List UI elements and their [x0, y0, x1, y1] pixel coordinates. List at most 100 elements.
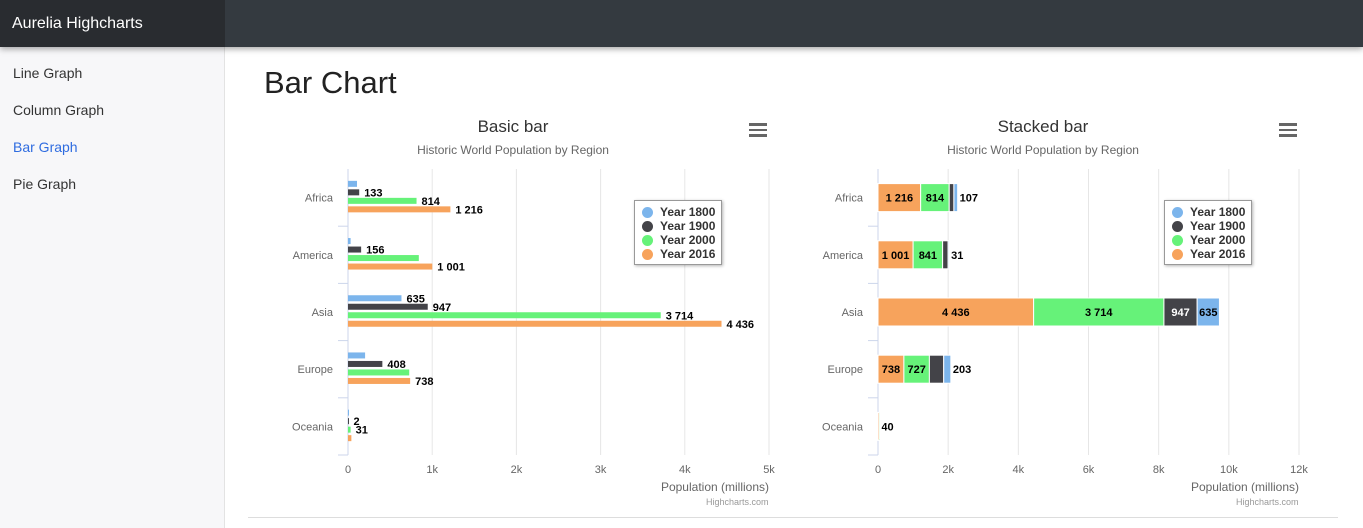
- stacked-bar-chart: Stacked bar Historic World Population by…: [778, 111, 1308, 511]
- x-tick-label: 10k: [1220, 464, 1238, 476]
- data-label: 738: [415, 376, 433, 388]
- main-content: Bar Chart Basic bar Historic World Popul…: [226, 47, 1363, 528]
- basic-bar-chart: Basic bar Historic World Population by R…: [248, 111, 778, 511]
- sidebar-item-line-graph[interactable]: Line Graph: [13, 65, 83, 81]
- legend-item-1900[interactable]: Year 1900: [642, 219, 715, 233]
- data-label: 1 216: [886, 193, 914, 205]
- bar: [348, 312, 661, 319]
- data-label: 947: [433, 302, 451, 314]
- bar: [348, 189, 360, 196]
- bar: [348, 409, 349, 416]
- x-tick-label: 3k: [595, 464, 607, 476]
- legend-dot: [1172, 248, 1183, 260]
- legend-item-2000[interactable]: Year 2000: [1172, 233, 1245, 247]
- bar-segment: [1196, 297, 1220, 327]
- bar: [348, 352, 366, 359]
- x-tick-label: 0: [875, 464, 881, 476]
- bar: [348, 197, 417, 204]
- legend-item-1900[interactable]: Year 1900: [1172, 219, 1245, 233]
- data-label: 635: [1199, 307, 1217, 319]
- bar-segment: [877, 354, 905, 384]
- bar-segment: [943, 354, 952, 384]
- legend-item-2000[interactable]: Year 2000: [642, 233, 715, 247]
- chart-menu-button[interactable]: [1279, 123, 1297, 137]
- data-label: 1 001: [882, 250, 910, 262]
- data-label: 727: [907, 364, 925, 376]
- divider: [248, 517, 1338, 518]
- legend-item-1800[interactable]: Year 1800: [642, 205, 715, 219]
- chart-credits[interactable]: Highcharts.com: [706, 497, 769, 507]
- sidebar-item-column-graph[interactable]: Column Graph: [13, 102, 105, 118]
- chart-credits[interactable]: Highcharts.com: [1236, 497, 1299, 507]
- bar: [348, 418, 349, 425]
- bar-segment: [947, 240, 950, 270]
- data-label: 947: [1171, 307, 1189, 319]
- chart-legend: Year 1800 Year 1900 Year 2000 Year 2016: [1164, 200, 1253, 265]
- data-label: 738: [882, 364, 900, 376]
- bar: [348, 238, 351, 245]
- data-label: 107: [960, 193, 978, 205]
- data-label: 635: [406, 293, 424, 305]
- bar: [348, 246, 362, 253]
- hamburger-icon: [1279, 123, 1297, 126]
- legend-item-1800[interactable]: Year 1800: [1172, 205, 1245, 219]
- bar-segment: [1163, 297, 1198, 327]
- bar-segment: [877, 297, 1035, 327]
- x-tick-label: 8k: [1153, 464, 1165, 476]
- data-label: 203: [953, 364, 971, 376]
- category-label: Oceania: [292, 421, 334, 433]
- bar: [348, 295, 402, 302]
- bar-segment: [877, 240, 914, 270]
- x-tick-label: 12k: [1290, 464, 1308, 476]
- x-tick-label: 6k: [1083, 464, 1095, 476]
- legend-dot: [642, 220, 653, 232]
- data-label: 1 001: [437, 262, 465, 274]
- category-label: Asia: [312, 307, 334, 319]
- chart-title: Basic bar: [477, 117, 549, 136]
- category-label: Africa: [305, 193, 334, 205]
- category-label: America: [293, 250, 334, 262]
- data-label: 4 436: [727, 319, 755, 331]
- category-label: America: [823, 250, 864, 262]
- bar-segment: [928, 354, 945, 384]
- data-label: 408: [387, 359, 405, 371]
- legend-item-2016[interactable]: Year 2016: [1172, 247, 1245, 261]
- page-title: Bar Chart: [264, 65, 397, 100]
- legend-dot: [1172, 220, 1183, 232]
- bar-segment: [948, 183, 955, 213]
- sidebar-item-pie-graph[interactable]: Pie Graph: [13, 176, 77, 192]
- bar: [348, 426, 351, 433]
- data-label: 31: [951, 250, 963, 262]
- stacked-bar-plot: 0 2k 4k 6k 8k 10k 12k Africa 1 216 814 107 America 1…: [822, 169, 1308, 494]
- data-label: 133: [364, 187, 382, 199]
- bar-segment: [903, 354, 930, 384]
- chart-menu-button[interactable]: [749, 123, 767, 137]
- bar: [348, 320, 722, 327]
- bar-segment: [953, 183, 959, 213]
- sidebar-item-bar-graph[interactable]: Bar Graph: [13, 139, 78, 155]
- bar: [348, 263, 433, 270]
- data-label: 814: [926, 193, 945, 205]
- bar: [348, 180, 358, 187]
- category-label: Europe: [298, 364, 333, 376]
- category-label: Europe: [828, 364, 863, 376]
- data-label: 156: [366, 245, 384, 257]
- bar: [348, 435, 352, 442]
- bar-segment: [1033, 297, 1165, 327]
- legend-item-2016[interactable]: Year 2016: [642, 247, 715, 261]
- basic-bar-plot: 0 1k 2k 3k 4k 5k Africa 133 814 1 216 America 156 1 …: [292, 169, 775, 494]
- y-axis-title: Population (millions): [1191, 480, 1299, 494]
- bar-segment: [880, 411, 882, 441]
- x-tick-label: 2k: [942, 464, 954, 476]
- data-label: 31: [356, 425, 368, 437]
- x-tick-label: 1k: [426, 464, 438, 476]
- bar: [348, 206, 451, 213]
- data-label: 40: [881, 421, 893, 433]
- category-label: Oceania: [822, 421, 864, 433]
- legend-dot: [642, 234, 653, 246]
- category-label: Asia: [842, 307, 864, 319]
- chart-subtitle: Historic World Population by Region: [417, 143, 609, 157]
- legend-dot: [642, 248, 653, 260]
- app-brand[interactable]: Aurelia Highcharts: [0, 0, 225, 47]
- data-label: 3 714: [666, 310, 694, 322]
